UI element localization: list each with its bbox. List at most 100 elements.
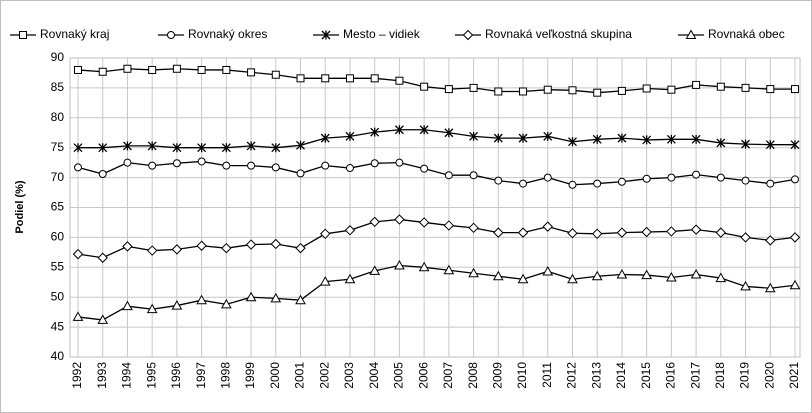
marker [98, 143, 108, 153]
marker [245, 239, 257, 250]
marker [692, 80, 701, 89]
marker [271, 163, 280, 172]
y-tick-label: 60 [51, 230, 65, 244]
y-tick-label: 90 [51, 50, 65, 64]
marker [666, 134, 676, 144]
marker [617, 133, 627, 143]
marker [543, 85, 552, 94]
x-tick-label: 2018 [713, 362, 727, 389]
x-tick-label: 2020 [762, 362, 776, 389]
marker [321, 161, 330, 170]
marker [690, 268, 702, 279]
marker [395, 158, 404, 167]
marker [617, 86, 626, 95]
marker [494, 87, 503, 96]
marker [519, 179, 528, 188]
marker [642, 84, 651, 93]
x-tick-label: 2010 [515, 362, 529, 389]
marker [468, 267, 479, 278]
marker [345, 164, 354, 173]
marker [418, 261, 430, 272]
marker [172, 143, 182, 153]
marker [148, 65, 157, 74]
marker [741, 176, 750, 185]
marker [765, 140, 775, 150]
x-tick-label: 2004 [367, 362, 381, 389]
marker [716, 82, 725, 91]
marker [789, 279, 801, 290]
marker [716, 173, 725, 182]
x-tick-label: 2007 [441, 362, 455, 389]
marker [271, 70, 280, 79]
marker [568, 180, 577, 189]
x-tick-label: 1993 [95, 362, 109, 389]
marker [270, 238, 282, 250]
marker [592, 134, 602, 144]
marker [591, 228, 603, 240]
marker [370, 127, 380, 137]
marker [369, 216, 380, 228]
marker [542, 221, 553, 232]
marker [567, 273, 578, 284]
y-tick-label: 65 [51, 200, 65, 214]
marker [593, 179, 602, 188]
marker [691, 134, 701, 144]
marker [296, 140, 305, 150]
series-line [77, 264, 796, 321]
marker [791, 175, 799, 184]
marker [97, 252, 108, 263]
x-tick-label: 2015 [639, 362, 653, 389]
marker [146, 303, 158, 314]
marker [221, 143, 231, 153]
marker [766, 85, 775, 94]
marker [271, 143, 281, 153]
marker [616, 268, 628, 279]
marker [469, 131, 479, 141]
marker [519, 87, 528, 96]
marker [642, 174, 651, 183]
legend-marker [462, 29, 474, 41]
marker [395, 76, 404, 85]
legend-label: Rovnaká obec [708, 27, 785, 41]
x-tick-label: 1996 [169, 362, 183, 389]
marker [666, 271, 677, 282]
marker [98, 67, 107, 76]
marker [764, 282, 776, 293]
plot-frame [69, 57, 801, 358]
marker [715, 227, 727, 238]
marker [245, 291, 257, 302]
marker [196, 294, 207, 305]
marker [593, 88, 602, 97]
marker [97, 314, 109, 324]
marker [98, 170, 107, 179]
marker [444, 171, 453, 180]
marker [73, 143, 83, 153]
legend-label: Rovnaká veľkostná skupina [485, 27, 632, 41]
marker [568, 137, 577, 147]
marker [493, 227, 504, 238]
x-tick-label: 2011 [540, 362, 554, 388]
marker [591, 270, 603, 281]
marker [344, 273, 356, 284]
y-tick-label: 75 [51, 140, 65, 154]
marker [469, 83, 478, 92]
marker [692, 170, 701, 179]
x-tick-label: 1997 [194, 362, 208, 389]
marker [122, 241, 133, 252]
series-line [77, 68, 795, 94]
marker [492, 270, 504, 281]
x-tick-label: 2003 [342, 362, 356, 389]
y-tick-label: 55 [51, 259, 65, 273]
marker [270, 292, 282, 303]
marker [791, 85, 799, 94]
marker [247, 68, 256, 77]
marker [122, 300, 133, 311]
marker [394, 125, 404, 135]
marker [444, 85, 453, 94]
x-tick-label: 2012 [565, 362, 579, 389]
marker [741, 83, 750, 92]
y-tick-label: 45 [51, 319, 65, 333]
marker [222, 65, 231, 74]
marker [123, 64, 132, 73]
